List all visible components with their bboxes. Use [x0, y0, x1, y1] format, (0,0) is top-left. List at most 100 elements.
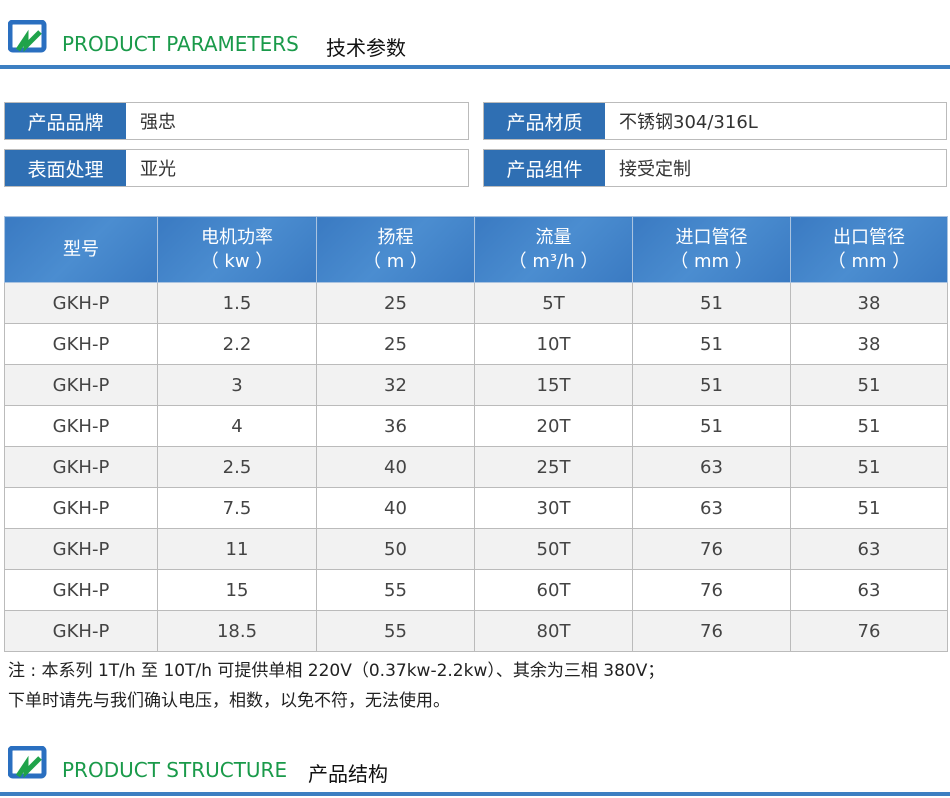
table-cell: 36 [316, 405, 475, 447]
spec-material: 产品材质 不锈钢304/316L [483, 102, 947, 140]
table-cell: 63 [790, 569, 948, 611]
table-cell: 51 [632, 405, 791, 447]
spec-components: 产品组件 接受定制 [483, 149, 947, 187]
section-title-en: PRODUCT PARAMETERS [62, 32, 299, 56]
table-cell: 15T [474, 364, 633, 406]
table-row: GKH-P 15 55 60T 76 63 [4, 569, 948, 611]
table-cell: 51 [790, 446, 948, 488]
table-cell: GKH-P [4, 569, 158, 611]
table-row: GKH-P 3 32 15T 51 51 [4, 364, 948, 406]
table-cell: 2.5 [157, 446, 317, 488]
section-title-cn: 技术参数 [326, 36, 406, 60]
table-cell: 55 [316, 610, 475, 652]
table-row: GKH-P 11 50 50T 76 63 [4, 528, 948, 570]
table-cell: GKH-P [4, 487, 158, 529]
table-cell: 38 [790, 323, 948, 365]
divider [0, 65, 950, 69]
note-line: 下单时请先与我们确认电压，相数，以免不符，无法使用。 [8, 691, 450, 711]
table-cell: 63 [632, 487, 791, 529]
table-cell: 76 [632, 569, 791, 611]
table-cell: 63 [790, 528, 948, 570]
table-cell: 15 [157, 569, 317, 611]
header-unit: （ mm ） [827, 250, 911, 272]
logo-icon [8, 20, 47, 53]
header-label: 扬程 [377, 226, 414, 248]
table-row: GKH-P 2.2 25 10T 51 38 [4, 323, 948, 365]
table-cell: 7.5 [157, 487, 317, 529]
column-header: 出口管径（ mm ） [790, 216, 948, 283]
table-cell: 25T [474, 446, 633, 488]
header-label: 出口管径 [833, 226, 905, 248]
note-line: 注 : 本系列 1T/h 至 10T/h 可提供单相 220V（0.37kw-2… [8, 661, 665, 681]
column-header: 型号 [4, 216, 158, 283]
spec-label: 产品材质 [484, 103, 605, 139]
table-cell: 30T [474, 487, 633, 529]
table-cell: 50T [474, 528, 633, 570]
table-cell: GKH-P [4, 446, 158, 488]
header-unit: （ kw ） [200, 250, 274, 272]
spec-brand: 产品品牌 强忠 [4, 102, 469, 140]
table-cell: 5T [474, 282, 633, 324]
logo-icon [8, 746, 47, 779]
table-row: GKH-P 4 36 20T 51 51 [4, 405, 948, 447]
section-title-cn: 产品结构 [308, 762, 388, 786]
table-cell: 51 [790, 405, 948, 447]
table-cell: GKH-P [4, 364, 158, 406]
table-cell: GKH-P [4, 282, 158, 324]
table-cell: 20T [474, 405, 633, 447]
spec-value: 接受定制 [619, 159, 691, 180]
table-cell: 80T [474, 610, 633, 652]
table-cell: 11 [157, 528, 317, 570]
header-unit: （ mm ） [670, 250, 753, 272]
column-header: 进口管径（ mm ） [632, 216, 791, 283]
table-row: GKH-P 7.5 40 30T 63 51 [4, 487, 948, 529]
spec-value: 亚光 [140, 159, 176, 180]
section-header-parameters: PRODUCT PARAMETERS 技术参数 [0, 14, 950, 64]
table-cell: 40 [316, 487, 475, 529]
header-label: 进口管径 [675, 226, 748, 248]
header-label: 流量 [535, 226, 572, 248]
section-title-en: PRODUCT STRUCTURE [62, 758, 288, 782]
spec-value: 不锈钢304/316L [619, 112, 758, 133]
table-cell: 18.5 [157, 610, 317, 652]
table-cell: GKH-P [4, 323, 158, 365]
parameters-table: 型号 电机功率（ kw ）扬程（ m ）流量（ m³/h ）进口管径（ mm ）出… [4, 216, 948, 652]
divider [0, 792, 950, 796]
table-cell: 40 [316, 446, 475, 488]
column-header: 流量（ m³/h ） [474, 216, 633, 283]
table-cell: 76 [632, 610, 791, 652]
table-row: GKH-P 2.5 40 25T 63 51 [4, 446, 948, 488]
table-cell: 76 [632, 528, 791, 570]
table-cell: 63 [632, 446, 791, 488]
table-cell: 51 [632, 282, 791, 324]
spec-surface: 表面处理 亚光 [4, 149, 469, 187]
spec-value: 强忠 [140, 112, 176, 133]
table-cell: 10T [474, 323, 633, 365]
header-label: 型号 [63, 238, 99, 260]
table-cell: 51 [632, 323, 791, 365]
header-label: 电机功率 [201, 226, 273, 248]
table-cell: 51 [790, 364, 948, 406]
spec-label: 表面处理 [5, 150, 126, 186]
table-cell: 4 [157, 405, 317, 447]
table-cell: 55 [316, 569, 475, 611]
table-cell: 25 [316, 323, 475, 365]
table-cell: 1.5 [157, 282, 317, 324]
table-cell: GKH-P [4, 610, 158, 652]
spec-label: 产品品牌 [5, 103, 126, 139]
table-row: GKH-P 1.5 25 5T 51 38 [4, 282, 948, 324]
column-header: 电机功率（ kw ） [157, 216, 317, 283]
table-cell: 38 [790, 282, 948, 324]
table-row: GKH-P 18.5 55 80T 76 76 [4, 610, 948, 652]
spec-label: 产品组件 [484, 150, 605, 186]
table-cell: 51 [790, 487, 948, 529]
table-cell: 76 [790, 610, 948, 652]
header-unit: （ m ） [363, 250, 428, 272]
header-unit: （ m³/h ） [508, 250, 599, 272]
table-cell: 32 [316, 364, 475, 406]
table-cell: GKH-P [4, 528, 158, 570]
section-header-structure: PRODUCT STRUCTURE 产品结构 [0, 740, 950, 790]
table-cell: 51 [632, 364, 791, 406]
table-cell: 3 [157, 364, 317, 406]
note: 注 : 本系列 1T/h 至 10T/h 可提供单相 220V（0.37kw-2… [8, 656, 664, 716]
